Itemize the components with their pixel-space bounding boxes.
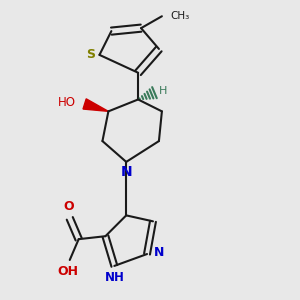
Text: OH: OH xyxy=(58,265,79,278)
Text: N: N xyxy=(154,246,164,259)
Text: CH₃: CH₃ xyxy=(171,11,190,21)
Text: N: N xyxy=(120,166,132,179)
Polygon shape xyxy=(83,99,108,111)
Text: NH: NH xyxy=(104,271,124,284)
Text: O: O xyxy=(63,200,74,213)
Text: H: H xyxy=(159,85,167,96)
Text: HO: HO xyxy=(58,96,76,109)
Text: S: S xyxy=(86,48,95,62)
